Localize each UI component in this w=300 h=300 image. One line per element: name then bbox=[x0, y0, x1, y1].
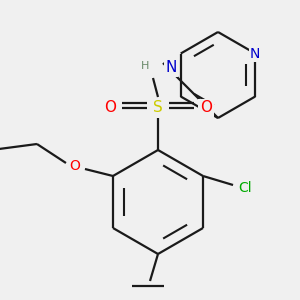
Text: O: O bbox=[200, 100, 212, 116]
Text: S: S bbox=[153, 100, 163, 116]
Text: N: N bbox=[165, 61, 177, 76]
Text: O: O bbox=[104, 100, 116, 116]
Text: Cl: Cl bbox=[238, 181, 252, 195]
Text: N: N bbox=[250, 46, 260, 61]
Text: H: H bbox=[141, 61, 149, 71]
Text: O: O bbox=[70, 159, 80, 173]
